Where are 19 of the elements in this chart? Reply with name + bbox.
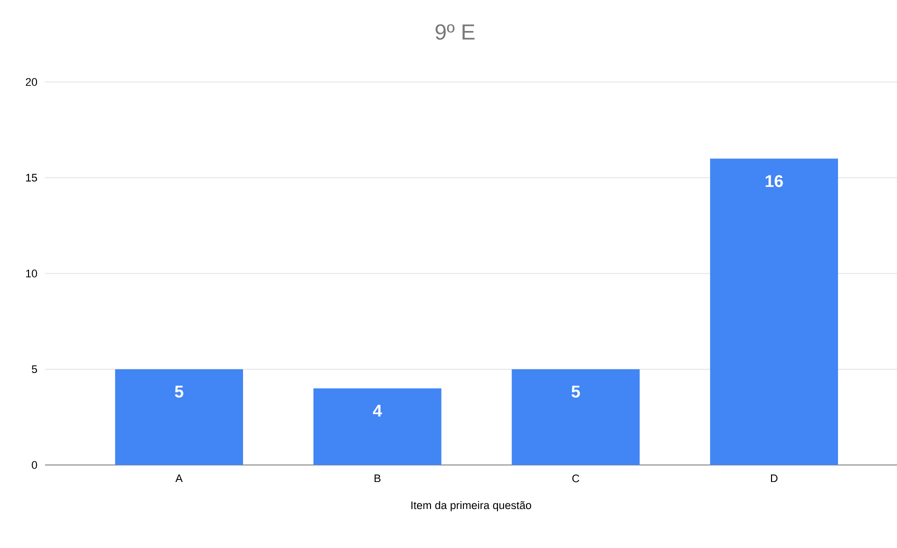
y-tick-label: 10 <box>26 270 38 278</box>
data-label: 5 <box>572 386 580 398</box>
y-tick-label: 15 <box>26 174 38 182</box>
y-tick-label: 0 <box>32 461 38 469</box>
bar <box>115 369 244 465</box>
y-tick-label: 20 <box>26 78 38 86</box>
x-axis-title: Item da primeira questão <box>411 501 532 512</box>
y-tick-label: 5 <box>32 365 38 374</box>
data-label: 5 <box>174 386 184 398</box>
chart-title: 9º E <box>436 24 474 40</box>
x-tick-label: B <box>374 474 380 482</box>
data-label: 16 <box>766 175 783 188</box>
x-tick-label: A <box>175 474 183 482</box>
bar <box>710 158 838 465</box>
x-tick-label: C <box>572 474 580 482</box>
bar <box>313 388 442 465</box>
data-label: 4 <box>372 404 382 417</box>
bar <box>512 369 640 465</box>
x-tick-label: D <box>771 474 778 482</box>
